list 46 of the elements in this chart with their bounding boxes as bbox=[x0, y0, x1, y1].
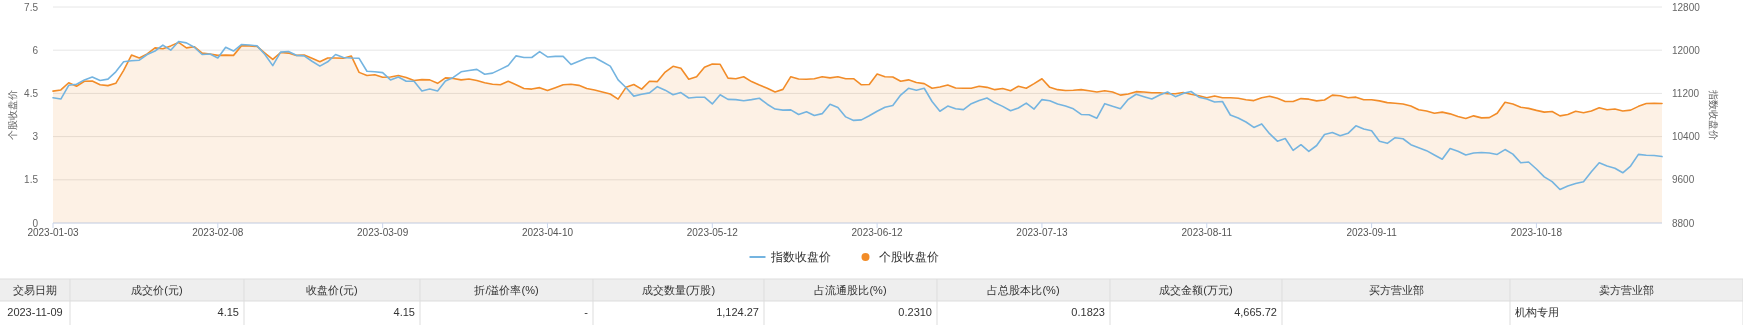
x-tick-label: 2023-03-09 bbox=[357, 227, 409, 238]
text: 0.2310 bbox=[898, 306, 932, 318]
text: 卖方营业部 bbox=[1599, 284, 1654, 296]
text: 机构专用 bbox=[1515, 306, 1559, 318]
x-tick-label: 2023-04-10 bbox=[521, 227, 574, 238]
x-tick-label: 2023-05-12 bbox=[686, 227, 739, 238]
text: 占流通股比(%) bbox=[814, 284, 887, 296]
x-tick-label: 2023-10-18 bbox=[1510, 227, 1563, 238]
y2-tick-label: 8800 bbox=[1672, 217, 1695, 229]
text: 成交数量(万股) bbox=[641, 284, 716, 296]
y-tick-label: 4.5 bbox=[24, 87, 39, 99]
x-tick-label: 2023-01-03 bbox=[27, 227, 80, 238]
text: 0.1823 bbox=[1071, 306, 1105, 318]
text: 4.15 bbox=[217, 306, 239, 318]
y-tick-label: 1.5 bbox=[24, 174, 39, 186]
y2-tick-label: 12800 bbox=[1672, 1, 1701, 13]
text: 成交价(元) bbox=[131, 284, 183, 296]
y-axis-title: 个股收盘价 bbox=[7, 90, 18, 140]
y-tick-label: 7.5 bbox=[24, 1, 39, 13]
legend-label: 指数收盘价 bbox=[769, 250, 831, 264]
text: 2023-11-09 bbox=[7, 306, 63, 318]
legend-label: 个股收盘价 bbox=[878, 250, 939, 264]
y2-tick-label: 12000 bbox=[1672, 44, 1701, 56]
text: 4,665.72 bbox=[1234, 306, 1277, 318]
text: 交易日期 bbox=[13, 284, 57, 296]
x-tick-label: 2023-09-11 bbox=[1346, 227, 1398, 238]
y2-axis-title: 指数收盘价 bbox=[1708, 89, 1719, 140]
x-tick-label: 2023-02-08 bbox=[192, 227, 244, 238]
text: 4.15 bbox=[393, 306, 415, 318]
text: 折/溢价率(%) bbox=[474, 284, 539, 296]
x-tick-label: 2023-06-12 bbox=[851, 227, 904, 238]
y2-tick-label: 11200 bbox=[1672, 87, 1700, 99]
line-series bbox=[52, 40, 1663, 191]
text: 占总股本比(%) bbox=[987, 284, 1060, 296]
y-tick-label: 0 bbox=[32, 217, 39, 229]
y2-tick-label: 9600 bbox=[1672, 174, 1695, 186]
text: 收盘价(元) bbox=[306, 284, 358, 296]
text: - bbox=[584, 306, 589, 318]
x-tick-label: 2023-08-11 bbox=[1181, 227, 1233, 238]
y-tick-label: 3 bbox=[32, 131, 39, 143]
y2-tick-label: 10400 bbox=[1672, 131, 1701, 143]
text: 1,124.27 bbox=[716, 306, 759, 318]
y-tick-label: 6 bbox=[32, 44, 39, 56]
text: 买方营业部 bbox=[1368, 284, 1424, 296]
text: 成交金额(万元) bbox=[1159, 284, 1233, 296]
x-tick-label: 2023-07-13 bbox=[1016, 227, 1068, 238]
